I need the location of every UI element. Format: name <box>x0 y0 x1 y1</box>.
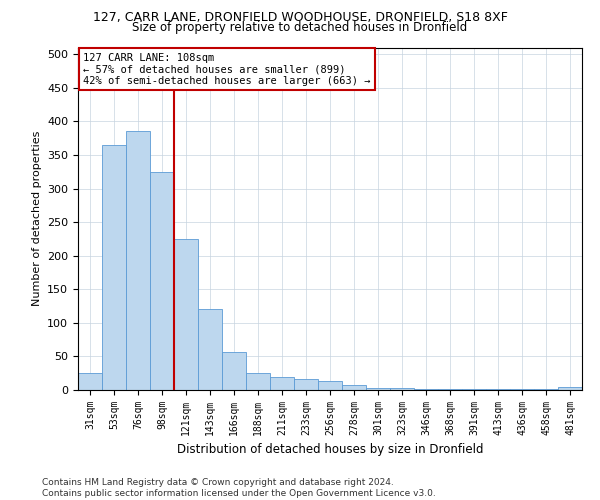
Bar <box>150 172 174 390</box>
Text: 127 CARR LANE: 108sqm
← 57% of detached houses are smaller (899)
42% of semi-det: 127 CARR LANE: 108sqm ← 57% of detached … <box>83 52 371 86</box>
Bar <box>438 388 462 390</box>
Bar <box>510 388 534 390</box>
Bar <box>294 378 318 390</box>
Text: Contains HM Land Registry data © Crown copyright and database right 2024.
Contai: Contains HM Land Registry data © Crown c… <box>42 478 436 498</box>
Bar <box>390 388 414 390</box>
Bar <box>414 388 438 390</box>
Bar <box>270 376 294 390</box>
Bar <box>462 388 486 390</box>
Bar <box>102 145 126 390</box>
Bar <box>558 386 582 390</box>
Bar <box>342 386 366 390</box>
Text: 127, CARR LANE, DRONFIELD WOODHOUSE, DRONFIELD, S18 8XF: 127, CARR LANE, DRONFIELD WOODHOUSE, DRO… <box>92 11 508 24</box>
Bar <box>78 373 102 390</box>
Bar <box>222 352 246 390</box>
Bar <box>246 373 270 390</box>
Text: Size of property relative to detached houses in Dronfield: Size of property relative to detached ho… <box>133 22 467 35</box>
Bar <box>486 388 510 390</box>
X-axis label: Distribution of detached houses by size in Dronfield: Distribution of detached houses by size … <box>177 444 483 456</box>
Bar <box>174 239 198 390</box>
Bar <box>534 388 558 390</box>
Bar <box>126 132 150 390</box>
Bar <box>198 310 222 390</box>
Y-axis label: Number of detached properties: Number of detached properties <box>32 131 41 306</box>
Bar <box>366 388 390 390</box>
Bar <box>318 382 342 390</box>
